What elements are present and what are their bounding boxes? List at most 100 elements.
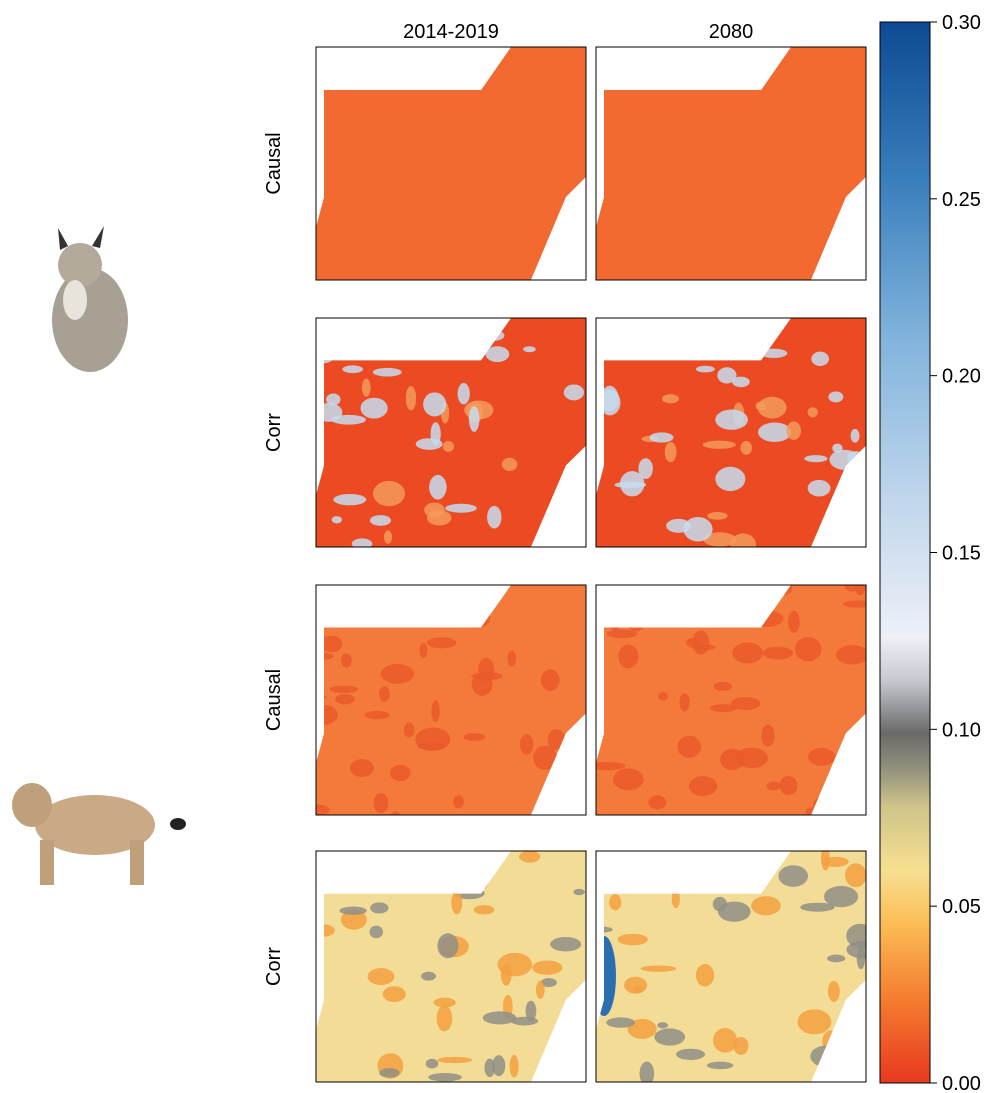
map-patch <box>601 386 619 412</box>
map-patch <box>342 365 363 373</box>
map <box>311 851 586 1082</box>
column-title: 2014-2019 <box>403 21 499 43</box>
map-patch <box>437 933 458 958</box>
colorbar-tick-label: 0.20 <box>942 366 981 388</box>
map-patch <box>365 711 390 719</box>
map-patch <box>523 346 536 352</box>
map-patch <box>811 352 829 366</box>
map-patch <box>441 322 457 338</box>
map-patch <box>851 429 860 443</box>
map-patch <box>370 515 391 526</box>
map-patch <box>590 762 626 770</box>
map-patch <box>657 1022 668 1028</box>
map-patch <box>474 905 494 914</box>
map-patch <box>484 1059 495 1078</box>
map-patch <box>471 672 503 680</box>
map-patch <box>713 1028 737 1053</box>
map-patch <box>362 379 371 397</box>
map-patch <box>648 795 666 809</box>
map-patch <box>332 612 344 625</box>
map-patch <box>852 808 867 815</box>
colorbar-tick-label: 0.30 <box>942 12 981 34</box>
map-patch <box>810 1046 841 1067</box>
map-patch <box>426 1059 439 1069</box>
map-patch <box>696 964 714 987</box>
map-patch <box>808 748 835 766</box>
map-fill <box>596 47 866 280</box>
map-patch <box>821 846 830 871</box>
map-patch <box>780 776 798 795</box>
map-patch <box>419 643 427 658</box>
colorbar-tick-label: 0.15 <box>942 543 981 565</box>
map-patch <box>691 644 716 650</box>
map-patch <box>707 1062 733 1069</box>
map-patch <box>428 1073 462 1081</box>
map-patch <box>423 392 446 416</box>
map-patch <box>510 1055 519 1078</box>
map-patch <box>750 610 783 627</box>
map-patch <box>760 349 787 358</box>
map-patch <box>751 896 781 915</box>
map-patch <box>463 733 485 741</box>
map-patch <box>429 475 446 500</box>
map-patch <box>427 854 438 878</box>
map-patch <box>828 981 840 1002</box>
map-patch <box>682 844 697 867</box>
map <box>309 317 586 549</box>
map-patch <box>475 334 494 342</box>
map-patch <box>309 343 337 363</box>
lynx-icon <box>52 226 128 372</box>
map-patch <box>828 391 843 402</box>
map-patch <box>350 759 374 777</box>
map-patch <box>536 981 545 999</box>
map-patch <box>731 697 760 710</box>
map-patch <box>735 748 768 768</box>
map-patch <box>383 986 406 1002</box>
map-patch <box>808 480 831 497</box>
map-patch <box>381 664 414 684</box>
map-patch <box>847 451 864 464</box>
map-patch <box>497 953 532 977</box>
map-patch <box>665 442 677 462</box>
map-patch <box>827 955 845 963</box>
row-label: Causal <box>263 132 285 194</box>
map-patch <box>315 403 342 422</box>
map-patch <box>618 644 638 668</box>
map-patch <box>680 314 690 335</box>
map-patch <box>761 725 774 747</box>
map-fill <box>316 318 586 547</box>
map-patch <box>488 582 497 592</box>
map-patch <box>715 877 748 888</box>
colorbar-tick-label: 0.25 <box>942 189 981 211</box>
map-patch <box>618 934 648 945</box>
map <box>583 843 881 1086</box>
map-patch <box>478 602 488 614</box>
map-patch <box>733 1037 748 1055</box>
map-patch <box>335 694 355 704</box>
map-patch <box>379 686 390 702</box>
map-patch <box>564 384 584 400</box>
map-patch <box>339 907 366 915</box>
map-patch <box>850 786 864 796</box>
map-patch <box>379 1068 399 1078</box>
map-patch <box>610 613 621 631</box>
map-patch <box>758 422 791 442</box>
colorbar-tick-label: 0.05 <box>942 896 981 918</box>
map-patch <box>541 669 560 691</box>
map-patch <box>641 966 677 972</box>
row-label: Causal <box>263 669 285 731</box>
map-patch <box>826 523 845 548</box>
page: 2014-20192080CausalCorrCausalCorr0.000.0… <box>0 0 995 1093</box>
map-patch <box>416 438 443 450</box>
map-patch <box>406 386 416 411</box>
map-patch <box>463 608 490 628</box>
map-patch <box>857 946 866 969</box>
colorbar <box>880 22 930 1083</box>
map <box>316 47 586 280</box>
map-patch <box>787 421 801 440</box>
map-patch <box>843 600 874 607</box>
row-label: Corr <box>263 947 285 986</box>
map-patch <box>520 734 534 755</box>
map-patch <box>679 693 689 711</box>
map-patch <box>585 926 612 932</box>
